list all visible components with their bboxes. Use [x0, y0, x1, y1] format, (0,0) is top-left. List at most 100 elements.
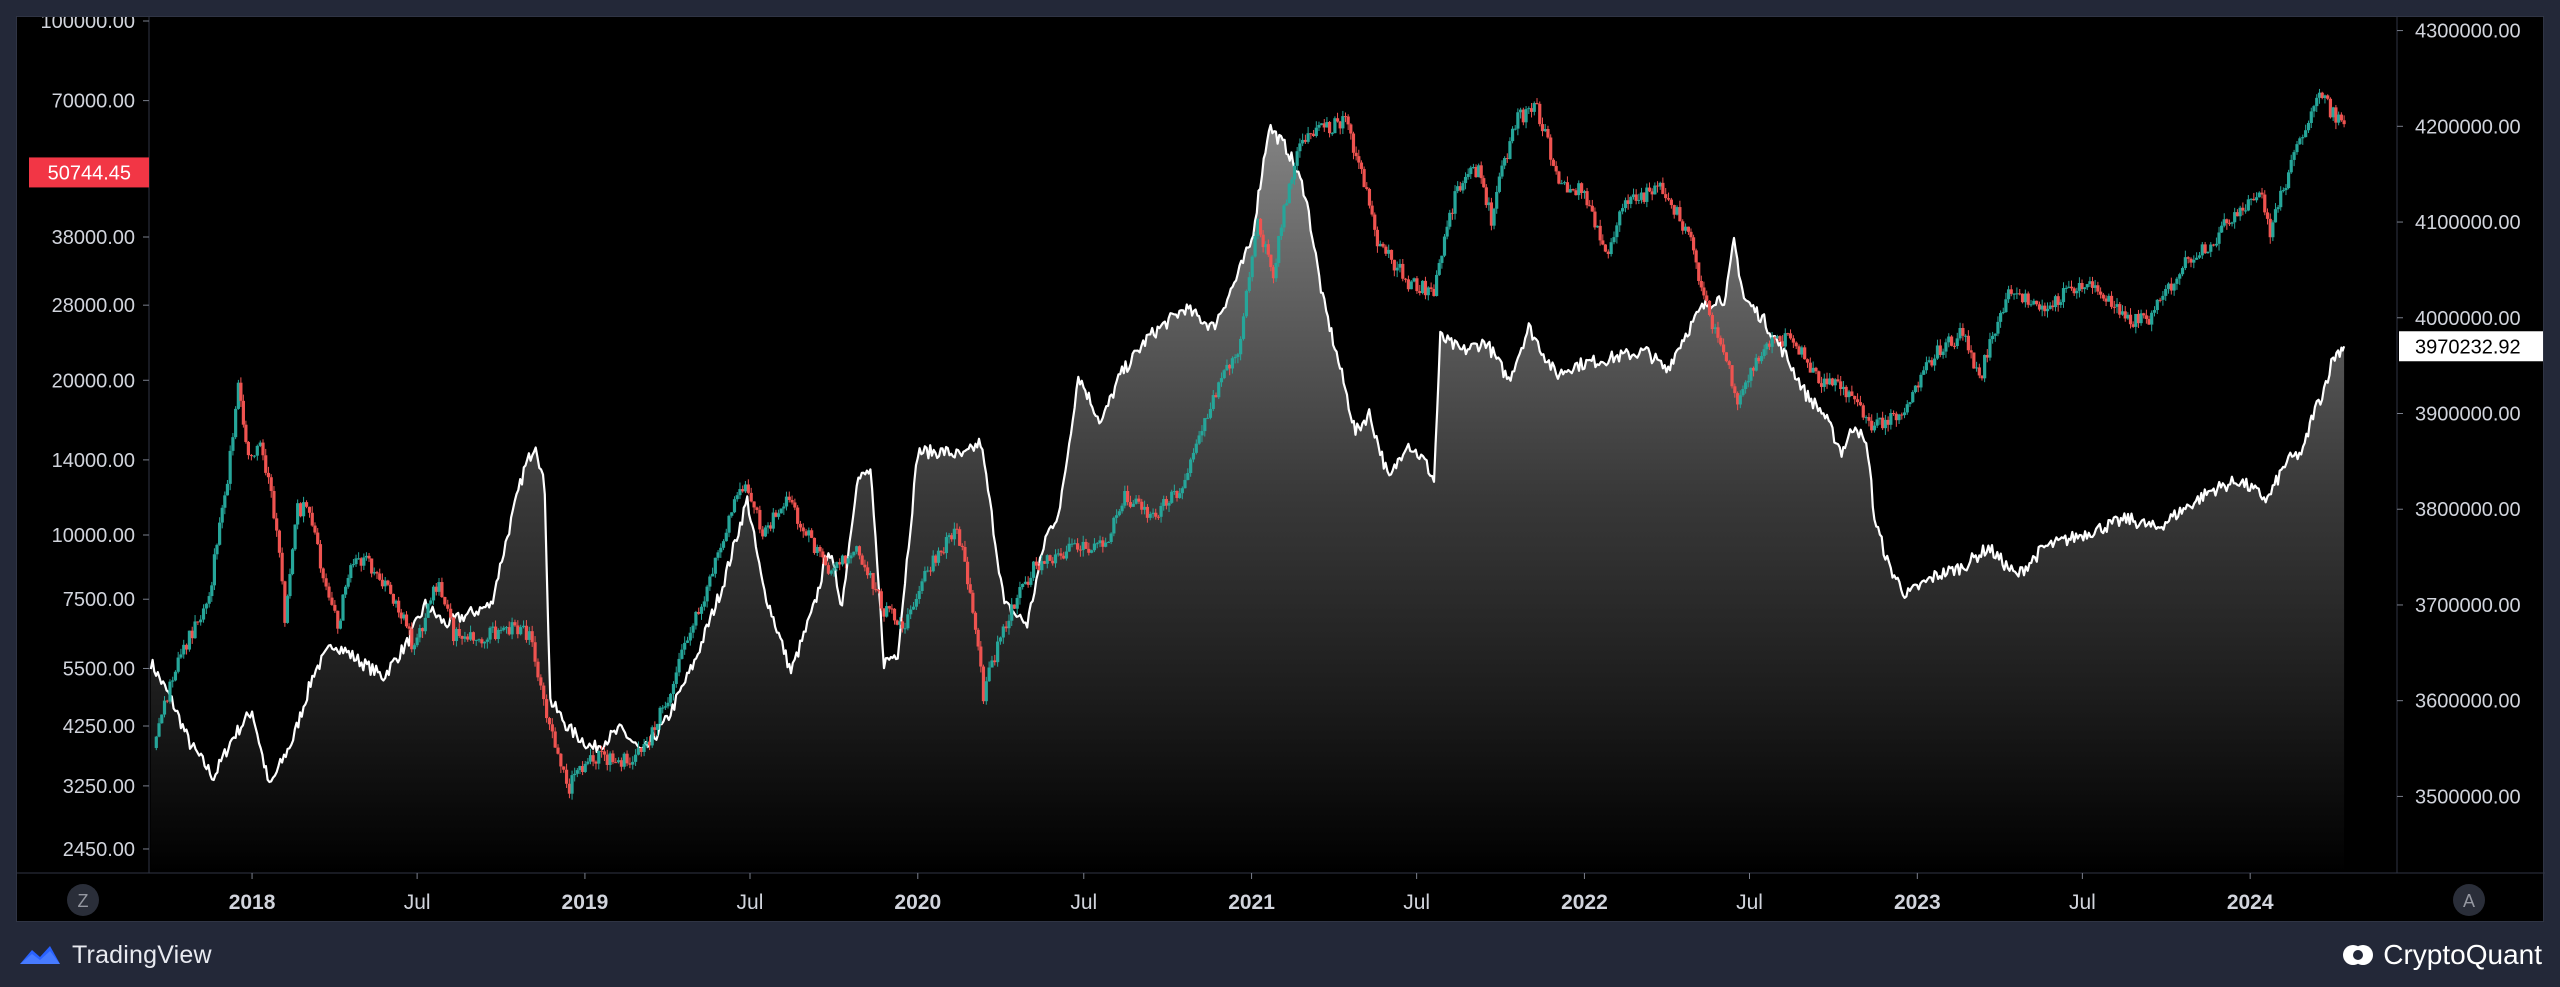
candle-body	[614, 762, 618, 764]
candle-body	[351, 564, 356, 566]
left-tick-label: 10000.00	[52, 525, 135, 547]
candle-body	[1847, 391, 1851, 398]
axes-layer: 100000.00 70000.00 38000.00 28000.00 20000.0…	[17, 17, 2545, 916]
candle-body	[378, 573, 382, 580]
right-scale-button[interactable]: A	[2453, 884, 2485, 916]
candle-body	[2080, 283, 2084, 290]
candle-body	[727, 515, 731, 533]
candle-body	[2295, 144, 2299, 153]
candle-body	[658, 707, 662, 724]
candle-body	[1015, 597, 1019, 609]
candle-body	[559, 753, 563, 767]
chart-canvas[interactable]: 100000.00 70000.00 38000.00 28000.00 20000.0…	[17, 17, 2545, 923]
candle-body	[410, 628, 414, 650]
candle-body	[204, 603, 208, 609]
left-scale-button[interactable]: Z	[67, 884, 99, 916]
candle-body	[519, 627, 523, 635]
candle-body	[1106, 542, 1110, 544]
candle-body	[530, 631, 534, 643]
candle-body	[971, 592, 975, 613]
candle-body	[1830, 378, 1835, 386]
candle-body	[871, 572, 875, 589]
x-tick-label: 2023	[1894, 891, 1941, 914]
candle-body	[979, 646, 983, 667]
candle-body	[1395, 267, 1399, 271]
right-current-value-label: 3970232.92	[2415, 336, 2521, 358]
candle-body	[1453, 191, 1457, 214]
candle-body	[1303, 139, 1307, 142]
candle-body	[434, 586, 438, 592]
candle-body	[996, 641, 1000, 663]
candle-body	[2249, 198, 2253, 200]
candle-body	[1067, 543, 1071, 552]
candle-body	[713, 557, 717, 574]
candle-body	[1754, 357, 1758, 371]
right-tick-label: 3900000.00	[2415, 403, 2521, 425]
candle-body	[1335, 118, 1340, 122]
candle-body	[771, 512, 775, 529]
candle-body	[2254, 197, 2259, 201]
candle-body	[2263, 194, 2267, 213]
candle-body	[1562, 182, 1567, 184]
candle-body	[2306, 122, 2311, 131]
candle-body	[327, 586, 331, 598]
candle-body	[2115, 304, 2119, 307]
candle-body	[1521, 109, 1525, 123]
candle-body	[885, 606, 889, 617]
candle-body	[2225, 219, 2229, 224]
candle-body	[1974, 367, 1979, 369]
candle-body	[301, 502, 306, 517]
right-tick-label: 3700000.00	[2415, 595, 2521, 617]
candle-body	[1941, 351, 1945, 356]
candle-body	[1098, 540, 1102, 544]
candle-body	[1527, 108, 1531, 110]
candle-body	[1001, 626, 1005, 638]
candle-body	[293, 524, 297, 550]
candle-body	[1707, 300, 1712, 315]
candle-body	[1311, 133, 1316, 137]
candle-body	[1186, 473, 1190, 480]
candle-body	[1156, 516, 1160, 518]
candle-body	[702, 601, 706, 607]
candle-body	[2085, 284, 2089, 288]
candle-body	[1883, 419, 1887, 429]
chart-panel[interactable]: 100000.00 70000.00 38000.00 28000.00 20000.0…	[16, 16, 2545, 923]
candle-body	[1661, 182, 1665, 195]
candle-body	[330, 597, 334, 605]
candle-body	[1958, 327, 1962, 339]
candle-body	[1482, 178, 1486, 188]
candle-body	[407, 626, 411, 629]
tradingview-logo[interactable]: TradingView	[18, 940, 212, 970]
candle-body	[2126, 314, 2130, 319]
candle-body	[743, 484, 748, 492]
candle-body	[2037, 304, 2042, 310]
candle-body	[1972, 352, 1976, 369]
candle-body	[1012, 604, 1017, 609]
candle-body	[1126, 490, 1130, 503]
candle-body	[480, 639, 484, 644]
candle-body	[838, 562, 842, 565]
candle-body	[1629, 197, 1633, 204]
candle-body	[1819, 383, 1824, 387]
candle-body	[863, 564, 867, 568]
candle-body	[804, 531, 808, 536]
left-scale-button-label: Z	[78, 891, 89, 911]
candle-body	[1078, 549, 1082, 551]
candle-body	[212, 554, 217, 586]
candle-body	[2090, 281, 2095, 288]
candle-body	[1253, 236, 1257, 257]
candle-body	[1477, 165, 1481, 178]
candle-body	[683, 642, 687, 650]
candle-body	[521, 625, 526, 628]
candle-body	[735, 495, 739, 500]
candle-body	[1672, 205, 1676, 215]
candle-body	[2101, 294, 2105, 299]
candle-body	[1217, 382, 1221, 398]
candle-body	[252, 455, 256, 457]
candle-body	[545, 699, 549, 719]
cryptoquant-logo: CryptoQuant	[2341, 939, 2542, 970]
candle-body	[1330, 133, 1334, 135]
candle-body	[960, 545, 964, 547]
candle-body	[1346, 116, 1350, 125]
candle-body	[179, 654, 183, 658]
